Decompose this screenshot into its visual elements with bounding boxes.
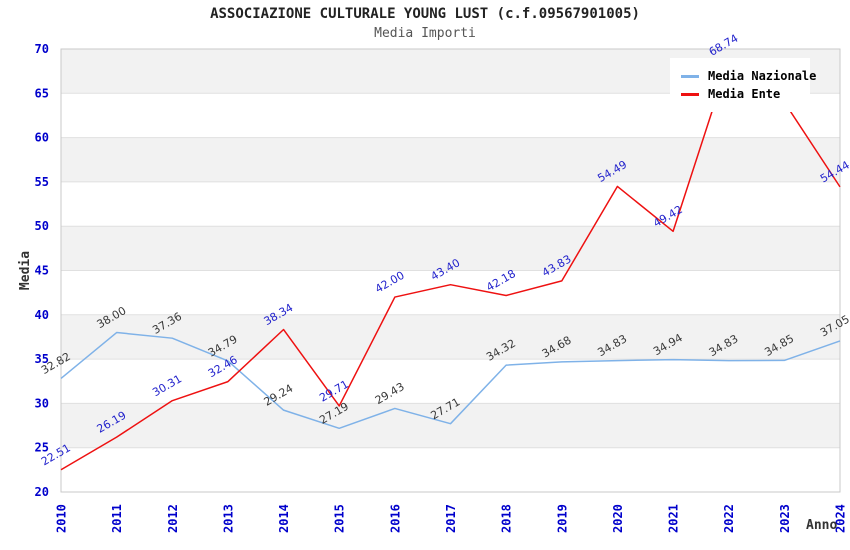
y-tick-label: 70 xyxy=(35,42,49,56)
x-tick-label: 2022 xyxy=(722,504,736,533)
x-tick-label: 2010 xyxy=(55,504,69,533)
plot-band xyxy=(61,403,840,448)
x-axis-label: Anno xyxy=(806,518,837,533)
x-tick-label: 2017 xyxy=(444,504,458,533)
legend-label-media-ente: Media Ente xyxy=(708,87,781,101)
plot-band xyxy=(61,447,840,492)
legend-label-media-nazionale: Media Nazionale xyxy=(708,69,817,83)
y-tick-label: 55 xyxy=(35,175,49,189)
y-tick-label: 65 xyxy=(35,86,49,100)
series-line-media-ente xyxy=(60,59,841,471)
y-tick-label: 20 xyxy=(35,485,49,499)
x-tick-label: 2013 xyxy=(221,504,235,533)
chart-subtitle: Media Importi xyxy=(374,26,476,41)
plot-band xyxy=(61,181,840,227)
y-tick-label: 60 xyxy=(35,131,49,145)
y-axis-label: Media xyxy=(18,251,33,290)
series-line-media-nazionale xyxy=(60,331,841,430)
plot-border xyxy=(60,48,841,493)
plot-band xyxy=(61,270,840,315)
legend-line-swatch-ente-icon xyxy=(681,92,699,96)
y-tick-label: 35 xyxy=(35,352,49,366)
x-tick-label: 2023 xyxy=(778,504,792,533)
x-tick-label: 2012 xyxy=(166,504,180,533)
plot-band xyxy=(61,314,840,360)
y-tick-label: 30 xyxy=(35,396,49,410)
x-tick-label: 2016 xyxy=(388,504,402,533)
y-tick-label: 50 xyxy=(35,219,49,233)
y-tick-label: 45 xyxy=(35,264,49,278)
x-tick-label: 2019 xyxy=(555,504,569,533)
x-tick-label: 2021 xyxy=(667,504,681,533)
plot-band xyxy=(61,359,840,404)
x-tick-label: 2020 xyxy=(611,504,625,533)
legend-item-media-ente: Media Ente xyxy=(681,86,799,102)
chart-title: ASSOCIAZIONE CULTURALE YOUNG LUST (c.f.0… xyxy=(210,6,640,22)
legend-line-swatch-nazionale-icon xyxy=(681,74,699,78)
x-tick-label: 2018 xyxy=(500,504,514,533)
x-tick-label: 2024 xyxy=(834,504,848,533)
x-tick-label: 2014 xyxy=(277,504,291,533)
x-tick-label: 2011 xyxy=(110,504,124,533)
legend-item-media-nazionale: Media Nazionale xyxy=(681,68,816,84)
y-tick-label: 40 xyxy=(35,308,49,322)
plot-band xyxy=(61,226,840,271)
plot-band xyxy=(61,137,840,182)
x-tick-label: 2015 xyxy=(333,504,347,533)
legend: Media Nazionale Media Ente xyxy=(670,58,816,112)
y-tick-label: 25 xyxy=(35,441,49,455)
